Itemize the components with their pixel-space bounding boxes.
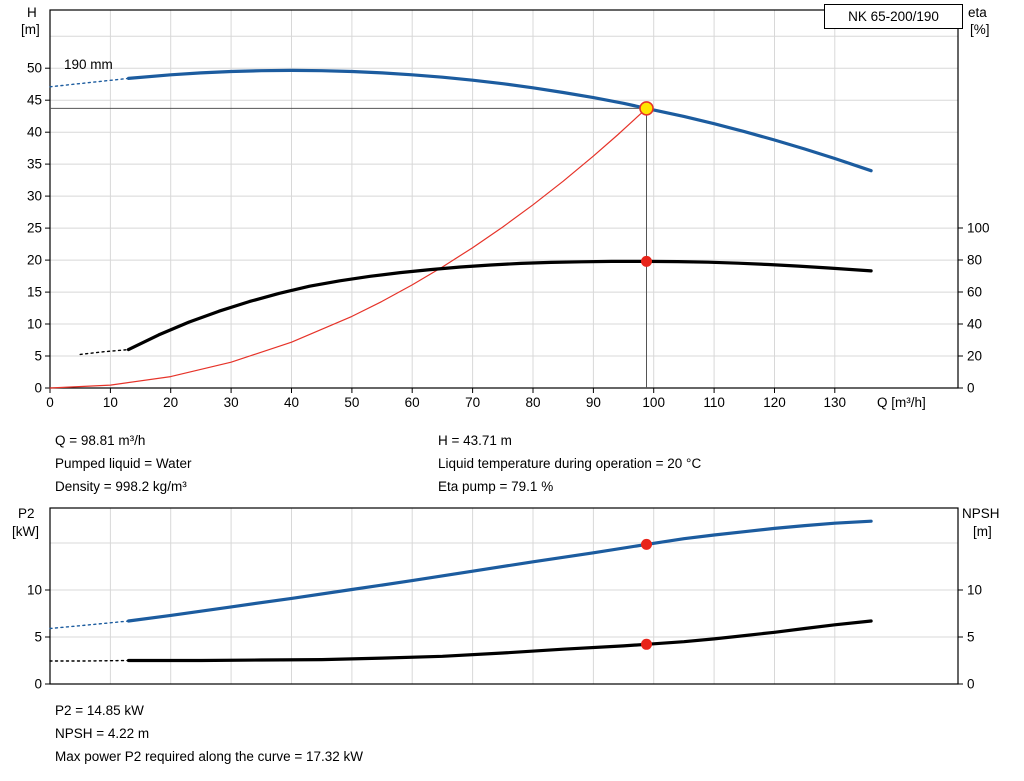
y-tick-label: 50 <box>27 61 42 76</box>
x-tick-label: 40 <box>284 395 299 410</box>
y-tick-label: 0 <box>34 677 42 692</box>
info-max-power: Max power P2 required along the curve = … <box>55 749 364 764</box>
y2-tick-label: 80 <box>967 253 982 268</box>
y-tick-label: 0 <box>34 381 42 396</box>
info-eta-pump: Eta pump = 79.1 % <box>438 479 554 494</box>
pump-model-box: NK 65-200/190 <box>824 4 963 29</box>
info-density: Density = 998.2 kg/m³ <box>55 479 187 494</box>
efficiency-curve <box>126 259 873 352</box>
x-tick-label: 0 <box>46 395 54 410</box>
plot-frame <box>49 507 959 685</box>
y2-axis-title: [m] <box>973 524 992 539</box>
y-tick-label: 10 <box>27 583 42 598</box>
y2-tick-label: 10 <box>967 583 982 598</box>
y2-axis-title: NPSH <box>962 506 1000 521</box>
operating-point-info-left: Q = 98.81 m³/h Pumped liquid = Water Den… <box>55 429 191 498</box>
y-tick-label: 5 <box>34 630 42 645</box>
y2-tick-label: 60 <box>967 285 982 300</box>
head-efficiency-chart: 0 10 20 30 40 50 60 70 80 90 100 110 120 130 0 5 10 15 20 2… <box>21 5 990 410</box>
y-axis-title: [m] <box>21 22 40 37</box>
power-curve-dashed <box>49 620 130 630</box>
duty-point-npsh[interactable] <box>641 638 652 650</box>
y-axis-title: H <box>27 5 37 20</box>
head-curve-dashed <box>49 77 130 88</box>
x-tick-label: 130 <box>824 395 847 410</box>
y2-tick-label: 40 <box>967 317 982 332</box>
x-tick-label: 50 <box>344 395 359 410</box>
y-tick-label: 15 <box>27 285 42 300</box>
efficiency-curve-dashed <box>79 348 130 356</box>
info-npsh: NPSH = 4.22 m <box>55 726 150 741</box>
system-curve <box>49 107 648 389</box>
y-tick-label: 25 <box>27 221 42 236</box>
x-tick-label: 120 <box>763 395 786 410</box>
x-tick-label: 30 <box>224 395 239 410</box>
info-flow: Q = 98.81 m³/h <box>55 433 146 448</box>
y-axis-title: P2 <box>18 506 35 521</box>
power-curve <box>126 519 873 623</box>
x-tick-label: 100 <box>642 395 665 410</box>
operating-point-info-right: H = 43.71 m Liquid temperature during op… <box>438 429 701 498</box>
x-tick-label: 20 <box>163 395 178 410</box>
y-tick-label: 5 <box>34 349 42 364</box>
head-curve <box>126 68 873 173</box>
y2-tick-label: 20 <box>967 349 982 364</box>
y-axis-title: [kW] <box>12 524 39 539</box>
info-liquid-temperature: Liquid temperature during operation = 20… <box>438 456 702 471</box>
y-tick-label: 40 <box>27 125 42 140</box>
info-head: H = 43.71 m <box>438 433 512 448</box>
duty-point-efficiency[interactable] <box>641 255 652 267</box>
y2-tick-label: 5 <box>967 630 975 645</box>
x-tick-label: 10 <box>103 395 118 410</box>
y2-tick-label: 100 <box>967 221 990 236</box>
y-tick-label: 30 <box>27 189 42 204</box>
duty-point-head[interactable] <box>639 101 654 116</box>
x-tick-label: 60 <box>405 395 420 410</box>
info-p2: P2 = 14.85 kW <box>55 703 144 718</box>
pump-model-label: NK 65-200/190 <box>848 9 939 24</box>
y-tick-label: 10 <box>27 317 42 332</box>
power-npsh-chart: 0 5 10 0 5 10 P2 [kW] NPSH [m] <box>12 506 1000 692</box>
plot-frame <box>49 9 959 389</box>
y2-axis-title: eta <box>968 5 987 20</box>
y-tick-label: 35 <box>27 157 42 172</box>
y-tick-label: 45 <box>27 93 42 108</box>
npsh-curve <box>126 619 873 663</box>
x-tick-label: 90 <box>586 395 601 410</box>
y2-tick-label: 0 <box>967 677 975 692</box>
x-axis-title: Q [m³/h] <box>877 395 926 410</box>
x-tick-label: 110 <box>703 395 725 410</box>
y-tick-label: 20 <box>27 253 42 268</box>
y2-tick-label: 0 <box>967 381 975 396</box>
npsh-curve-dashed <box>49 659 130 662</box>
x-tick-label: 70 <box>465 395 480 410</box>
power-npsh-info: P2 = 14.85 kW NPSH = 4.22 m Max power P2… <box>55 699 363 768</box>
y2-axis-title: [%] <box>970 22 990 37</box>
duty-point-power[interactable] <box>641 538 652 550</box>
info-pumped-liquid: Pumped liquid = Water <box>55 456 192 471</box>
x-tick-label: 80 <box>525 395 540 410</box>
impeller-diameter-label: 190 mm <box>64 57 113 72</box>
